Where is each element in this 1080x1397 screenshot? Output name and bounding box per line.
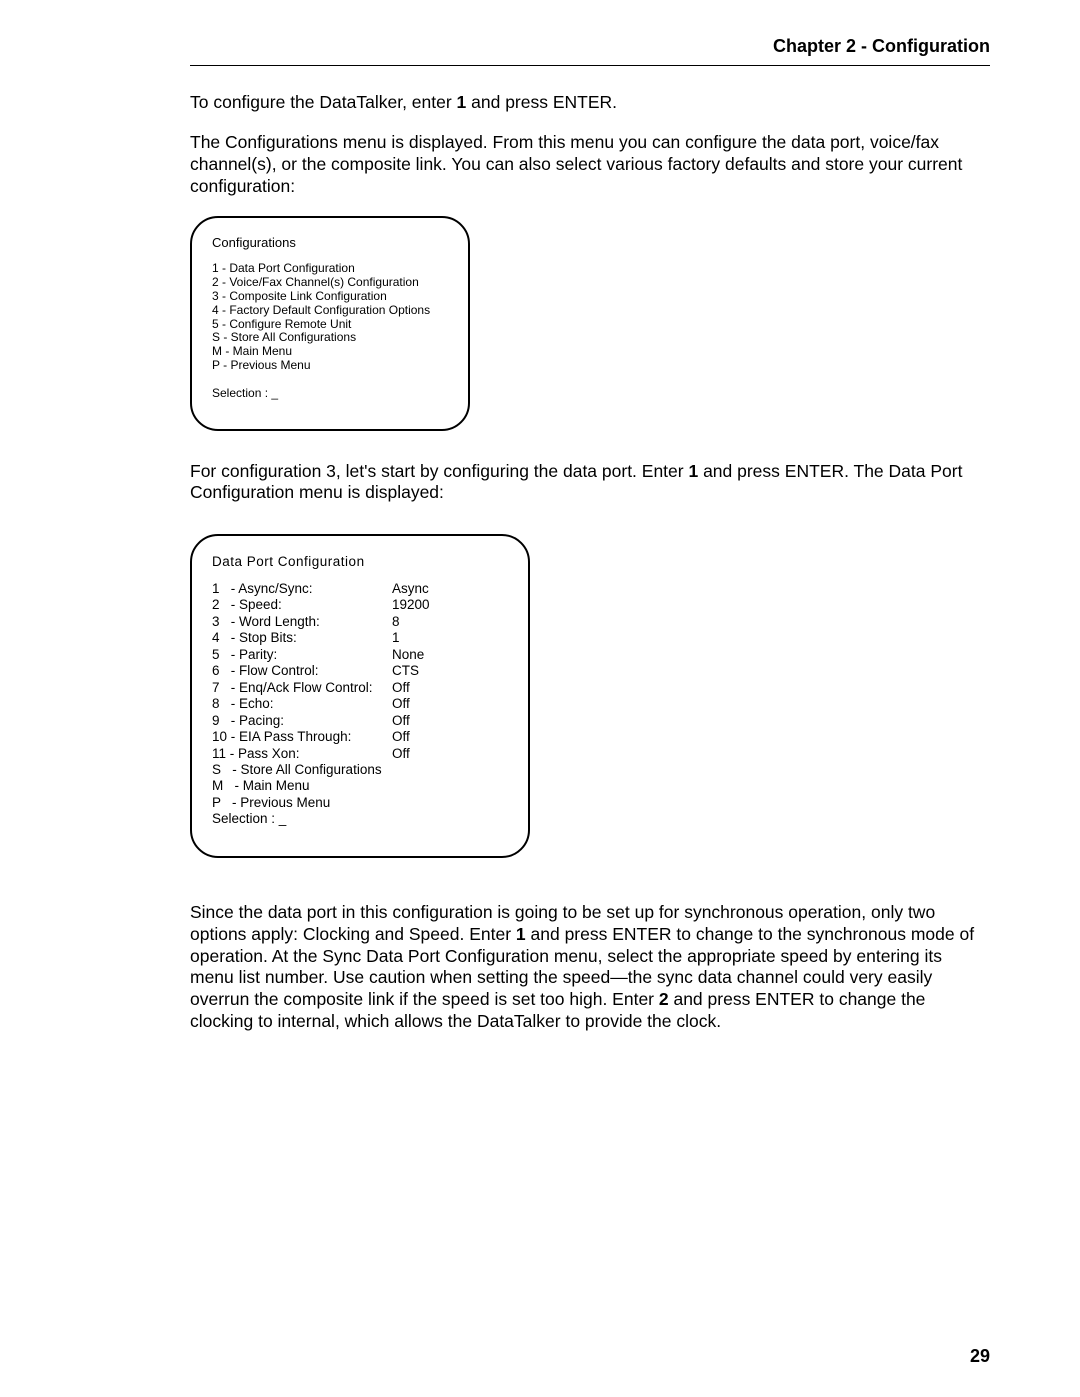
menu-item: 8 - Echo:Off: [212, 696, 508, 712]
menu-item-value: 8: [392, 614, 400, 630]
intro-paragraph: To configure the DataTalker, enter 1 and…: [190, 92, 990, 114]
menu-item: 7 - Enq/Ack Flow Control:Off: [212, 680, 508, 696]
menu-item: 1 - Async/Sync:Async: [212, 581, 508, 597]
menu-item: 3 - Word Length:8: [212, 614, 508, 630]
sync-key-1: 1: [516, 924, 526, 944]
menu-item: 4 - Factory Default Configuration Option…: [212, 304, 448, 318]
intro-key-1: 1: [457, 92, 467, 112]
menu-item-value: None: [392, 647, 424, 663]
page-number: 29: [970, 1346, 990, 1367]
menu-item-value: 19200: [392, 597, 430, 613]
menu-item-value: Off: [392, 713, 410, 729]
intro-text-b: and press ENTER.: [466, 92, 617, 112]
configurations-menu-selection: Selection : _: [212, 387, 448, 401]
menu-item-label: 4 - Stop Bits:: [212, 630, 392, 646]
menu-item: 9 - Pacing:Off: [212, 713, 508, 729]
configurations-menu-box: Configurations 1 - Data Port Configurati…: [190, 216, 470, 431]
menu-item-label: 6 - Flow Control:: [212, 663, 392, 679]
menu-item: 5 - Configure Remote Unit: [212, 318, 448, 332]
menu-item-label: M - Main Menu: [212, 778, 392, 794]
menu-item: 2 - Speed:19200: [212, 597, 508, 613]
menu-item-label: 3 - Word Length:: [212, 614, 392, 630]
data-port-menu-selection: Selection : _: [212, 811, 508, 827]
menu-item: M - Main Menu: [212, 778, 508, 794]
menu-item-label: P - Previous Menu: [212, 795, 392, 811]
menu-item: P - Previous Menu: [212, 359, 448, 373]
menu-item-label: 7 - Enq/Ack Flow Control:: [212, 680, 392, 696]
menu-item-label: 1 - Async/Sync:: [212, 581, 392, 597]
document-page: Chapter 2 - Configuration To configure t…: [0, 0, 1080, 1397]
menu-item: P - Previous Menu: [212, 795, 508, 811]
data-port-menu-title: Data Port Configuration: [212, 554, 508, 570]
menu-item-label: 11 - Pass Xon:: [212, 746, 392, 762]
menu-item-label: 8 - Echo:: [212, 696, 392, 712]
configurations-menu-title: Configurations: [212, 236, 448, 251]
data-port-menu-box: Data Port Configuration 1 - Async/Sync:A…: [190, 534, 530, 858]
menu-item-value: Off: [392, 696, 410, 712]
config3-key-1: 1: [688, 461, 698, 481]
menu-item-value: 1: [392, 630, 400, 646]
menu-item: S - Store All Configurations: [212, 331, 448, 345]
menu-item-value: CTS: [392, 663, 419, 679]
menu-item-value: Off: [392, 729, 410, 745]
config3-text-a: For configuration 3, let's start by conf…: [190, 461, 688, 481]
configurations-menu-items: 1 - Data Port Configuration 2 - Voice/Fa…: [212, 262, 448, 372]
menu-item: 2 - Voice/Fax Channel(s) Configuration: [212, 276, 448, 290]
menu-item-label: 10 - EIA Pass Through:: [212, 729, 392, 745]
menu-item-value: Off: [392, 680, 410, 696]
chapter-header: Chapter 2 - Configuration: [190, 36, 990, 66]
menu-item: 11 - Pass Xon:Off: [212, 746, 508, 762]
data-port-menu-items: 1 - Async/Sync:Async2 - Speed:192003 - W…: [212, 581, 508, 812]
menu-item-label: 2 - Speed:: [212, 597, 392, 613]
menu-item-label: S - Store All Configurations: [212, 762, 392, 778]
sync-key-2: 2: [659, 989, 669, 1009]
sync-paragraph: Since the data port in this configuratio…: [190, 902, 990, 1033]
menu-item: S - Store All Configurations: [212, 762, 508, 778]
menu-item: 3 - Composite Link Configuration: [212, 290, 448, 304]
menu-item-value: Off: [392, 746, 410, 762]
menu-item-value: Async: [392, 581, 429, 597]
menu-item: M - Main Menu: [212, 345, 448, 359]
menu-item: 6 - Flow Control:CTS: [212, 663, 508, 679]
config3-paragraph: For configuration 3, let's start by conf…: [190, 461, 990, 505]
menu-item: 10 - EIA Pass Through:Off: [212, 729, 508, 745]
menu-item-label: 5 - Parity:: [212, 647, 392, 663]
intro-text-a: To configure the DataTalker, enter: [190, 92, 457, 112]
configurations-description: The Configurations menu is displayed. Fr…: [190, 132, 990, 198]
menu-item-label: 9 - Pacing:: [212, 713, 392, 729]
menu-item: 4 - Stop Bits:1: [212, 630, 508, 646]
menu-item: 1 - Data Port Configuration: [212, 262, 448, 276]
menu-item: 5 - Parity:None: [212, 647, 508, 663]
